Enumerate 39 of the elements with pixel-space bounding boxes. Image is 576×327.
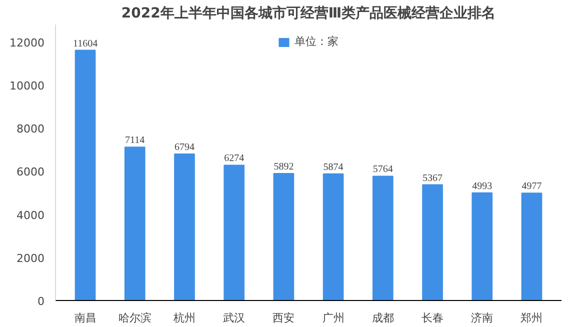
data-label: 4993 [472,180,492,192]
data-label: 11604 [72,38,98,50]
data-label: 5764 [372,164,393,176]
x-tick-label: 成都 [372,312,394,324]
x-tick-label: 哈尔滨 [118,312,152,324]
bar [174,154,195,300]
y-tick-label: 12000 [10,36,45,50]
data-label: 4977 [522,181,542,192]
data-label: 5874 [323,162,344,173]
y-tick-label: 0 [38,295,44,308]
y-tick-label: 10000 [10,79,45,92]
x-tick-label: 南昌 [74,312,96,324]
data-label: 6274 [224,153,244,164]
data-label: 7114 [125,135,145,146]
bar [273,172,294,300]
bar [422,184,443,300]
chart-title: 2022年上半年中国各城市可经营Ⅲ类产品医械经营企业排名 [121,4,496,22]
data-label: 5367 [422,172,443,184]
bar [224,164,245,300]
x-tick-label: 武汉 [223,312,246,324]
y-tick-label: 8000 [16,122,45,136]
data-label: 6794 [174,142,194,154]
x-tick-label: 西安 [272,312,295,324]
bar [521,192,542,300]
y-tick-label: 4000 [16,208,45,222]
x-tick-label: 济南 [471,312,494,324]
legend-label: 单位：家 [294,34,338,49]
bar [472,192,493,300]
y-tick-label: 2000 [16,252,45,265]
bar [372,176,394,300]
x-tick-label: 郑州 [520,312,543,324]
bar [322,173,344,300]
x-tick-label: 广州 [322,312,344,324]
x-tick-label: 长春 [422,312,444,324]
data-label: 5892 [274,161,294,172]
bar [124,146,146,300]
x-tick-label: 杭州 [172,312,196,324]
bar [74,50,96,300]
y-tick-label: 6000 [16,166,45,179]
